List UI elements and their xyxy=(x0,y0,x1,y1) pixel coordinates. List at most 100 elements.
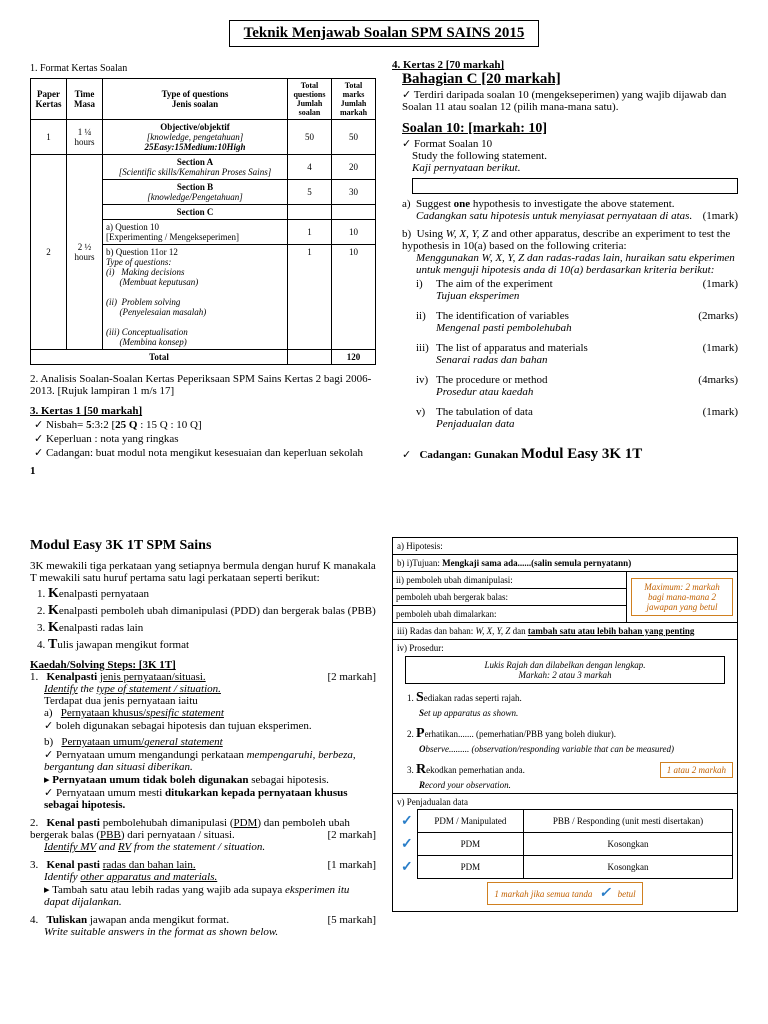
page2-left: Modul Easy 3K 1T SPM Sains 3K mewakili t… xyxy=(30,537,376,938)
secC-h-q xyxy=(288,205,332,220)
sec3-i3: Cadangan: buat modul nota mengikut keses… xyxy=(34,446,376,459)
r1-time: 1 ¼ hours xyxy=(67,120,103,155)
k1: Kenalpasti pernyataan xyxy=(48,586,376,602)
s3-en: Identify other apparatus and materials. xyxy=(30,871,376,883)
s1-b: b) Pernyataan umum/general statement xyxy=(30,736,376,748)
b-item: ii)The identification of variablesMengen… xyxy=(416,310,738,334)
s10-study: Study the following statement. xyxy=(392,150,738,162)
page2-columns: Modul Easy 3K 1T SPM Sains 3K mewakili t… xyxy=(30,537,738,938)
s1-t: Terdapat dua jenis pernyataan iaitu xyxy=(30,695,376,707)
th-paper: Paper Kertas xyxy=(31,79,67,120)
s1-a: a) Pernyataan khusus/spesific statement xyxy=(30,707,376,719)
secA-m: 20 xyxy=(332,155,376,180)
secB: Section B[knowledge/Pengetahuan] xyxy=(103,180,288,205)
a-my: Cadangkan satu hipotesis untuk menyiasat… xyxy=(416,210,692,222)
secC-h-m xyxy=(332,205,376,220)
sec3-i2: Keperluan : nota yang ringkas xyxy=(34,432,376,445)
total-m: 120 xyxy=(332,350,376,365)
modul-h: Modul Easy 3K 1T SPM Sains xyxy=(30,537,376,554)
b-item: v)The tabulation of dataPenjadualan data… xyxy=(416,406,738,430)
s2: 2. Kenal pasti pembolehubah dimanipulasi… xyxy=(30,817,376,841)
page-title: Teknik Menjawab Soalan SPM SAINS 2015 xyxy=(229,20,540,47)
s1-en: Identify the type of statement / situati… xyxy=(30,683,376,695)
sec3-i1: Nisbah= 5:3:2 [25 Q : 15 Q : 10 Q] xyxy=(34,418,376,431)
biv-box: Lukis Rajah dan dilabelkan dengan lengka… xyxy=(405,656,725,684)
s1-b-b2: ▸ Pernyataan umum tidak boleh digunakan … xyxy=(30,773,376,786)
k2: Kenalpasti pemboleh ubah dimanipulasi (P… xyxy=(48,603,376,619)
s10-kaji: Kaji pernyataan berikut. xyxy=(392,162,738,174)
ra: a) Hipotesis: xyxy=(393,538,738,555)
secC-h: Section C xyxy=(103,205,288,220)
s1-b-b1: Pernyataan umum mengandungi perkataan me… xyxy=(30,748,376,773)
s3: 3. Kenal pasti radas dan bahan lain.[1 m… xyxy=(30,859,376,871)
s10-h: Soalan 10: [markah: 10] xyxy=(392,121,738,137)
th-totq: Total questions Jumlah soalan xyxy=(288,79,332,120)
total-q xyxy=(288,350,332,365)
b-item: iv)The procedure or methodProsedur atau … xyxy=(416,374,738,398)
modul-intro: 3K mewakili tiga perkataan yang setiapny… xyxy=(30,560,376,584)
s2-en: Identify MV and RV from the statement / … xyxy=(30,841,376,853)
bv-note: 1 markah jika semua tanda ✓ betul xyxy=(487,882,642,905)
pagenum: 1 xyxy=(30,465,376,477)
secC-a: a) Question 10 [Experimenting / Mengekse… xyxy=(103,220,288,245)
s4-en: Write suitable answers in the format as … xyxy=(30,926,376,938)
secC-b: b) Question 11or 12Type of questions:(i)… xyxy=(103,245,288,350)
secC-a-q: 1 xyxy=(288,220,332,245)
k3: Kenalpasti radas lain xyxy=(48,620,376,636)
steps-h: Kaedah/Solving Steps: [3K 1T] xyxy=(30,659,376,671)
secC-b-m: 10 xyxy=(332,245,376,350)
page1-right: 4. Kertas 2 [70 markah] Bahagian C [20 m… xyxy=(392,59,738,477)
cadangan: ✓ Cadangan: Gunakan Modul Easy 3K 1T xyxy=(392,446,738,463)
secB-m: 30 xyxy=(332,180,376,205)
th-time: Time Masa xyxy=(67,79,103,120)
rbi: b) i)Tujuan: Mengkaji sama ada......(sal… xyxy=(393,555,738,572)
secA: Section A[Scientific skills/Kemahiran Pr… xyxy=(103,155,288,180)
k4: Tulis jawapan mengikut format xyxy=(48,637,376,653)
s1-b-b3: Pernyataan umum mesti ditukarkan kepada … xyxy=(30,786,376,811)
total-label: Total xyxy=(31,350,288,365)
rbii: ii) pemboleh ubah dimanipulasi: pemboleh… xyxy=(393,572,738,623)
s3-b: ▸ Tambah satu atau lebih radas yang waji… xyxy=(30,883,376,908)
r1-paper: 1 xyxy=(31,120,67,155)
th-totm: Total marks Jumlah markah xyxy=(332,79,376,120)
secA-q: 4 xyxy=(288,155,332,180)
rbv: v) Penjadualan data ✓ PDM / Manipulated … xyxy=(393,794,738,912)
th-type: Type of questions Jenis soalan xyxy=(103,79,288,120)
r1-q: 50 xyxy=(288,120,332,155)
a-en: a) Suggest one hypothesis to investigate… xyxy=(392,198,738,210)
s10-fmt: Format Soalan 10 xyxy=(392,137,738,150)
sec3-list: Nisbah= 5:3:2 [25 Q : 15 Q : 10 Q] Keper… xyxy=(30,418,376,459)
secC-a-m: 10 xyxy=(332,220,376,245)
sec3-h: 3. Kertas 1 [50 markah] xyxy=(30,405,376,417)
sec1-label: 1. Format Kertas Soalan xyxy=(30,63,376,74)
bahC: Bahagian C [20 markah] xyxy=(392,71,738,88)
rbiii: iii) Radas dan bahan: W, X, Y, Z dan tam… xyxy=(393,623,738,640)
b-item: i)The aim of the experimentTujuan eksper… xyxy=(416,278,738,302)
page1-columns: 1. Format Kertas Soalan Paper Kertas Tim… xyxy=(30,59,738,477)
answer-format-table: a) Hipotesis: b) i)Tujuan: Mengkaji sama… xyxy=(392,537,738,912)
page1-left: 1. Format Kertas Soalan Paper Kertas Tim… xyxy=(30,59,376,477)
page2-right: a) Hipotesis: b) i)Tujuan: Mengkaji sama… xyxy=(392,537,738,938)
s1: 1. Kenalpasti jenis pernyataan/situasi.[… xyxy=(30,671,376,683)
rbiv: iv) Prosedur: Lukis Rajah dan dilabelkan… xyxy=(393,640,738,794)
sec4-h: 4. Kertas 2 [70 markah] xyxy=(392,59,738,71)
statement-box xyxy=(412,178,738,194)
b-my: Menggunakan W, X, Y, Z dan radas-radas l… xyxy=(392,252,738,276)
secC-b-q: 1 xyxy=(288,245,332,350)
klist: Kenalpasti pernyataan Kenalpasti pembole… xyxy=(30,586,376,653)
r1-type: Objective/objektif[knowledge, pengetahua… xyxy=(103,120,288,155)
b-item: iii)The list of apparatus and materialsS… xyxy=(416,342,738,366)
p3-note: 1 atau 2 markah xyxy=(660,762,733,778)
a-mk: (1mark) xyxy=(703,210,738,222)
bii-note: Maximum: 2 markah bagi mana-mana 2 jawap… xyxy=(631,578,733,616)
s1-a-b: boleh digunakan sebagai hipotesis dan tu… xyxy=(30,719,376,732)
r1-m: 50 xyxy=(332,120,376,155)
r2-time: 2 ½ hours xyxy=(67,155,103,350)
bahC-desc: Terdiri daripada soalan 10 (mengekseperi… xyxy=(392,88,738,113)
sec2: 2. Analisis Soalan-Soalan Kertas Peperik… xyxy=(30,373,376,397)
secB-q: 5 xyxy=(288,180,332,205)
r2-paper: 2 xyxy=(31,155,67,350)
b-en: b) Using W, X, Y, Z and other apparatus,… xyxy=(392,228,738,252)
s4: 4. Tuliskan jawapan anda mengikut format… xyxy=(30,914,376,926)
format-table: Paper Kertas Time Masa Type of questions… xyxy=(30,78,376,365)
